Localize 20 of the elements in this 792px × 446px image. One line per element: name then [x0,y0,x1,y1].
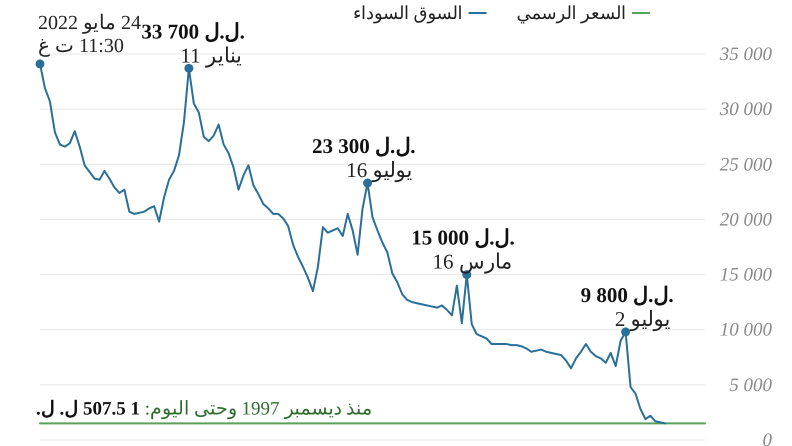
y-tick-label: 5 000 [729,374,772,396]
point [363,178,372,188]
point [36,59,44,68]
point [621,327,630,336]
annotation: منذ ديسمبر 1997 وحتى اليوم: 1 507.5 ل. ل. [36,398,372,420]
annotation: 24 مايو 2022 11:30 ت غ [38,12,141,57]
y-tick-label: 15 000 [720,264,772,286]
y-tick-label: 20 000 [720,209,772,230]
annotation: 15 000 ل.ل. 16 مارس [411,226,515,275]
point [184,64,194,73]
y-tick-label: 30 000 [718,99,772,120]
legend-label: السوق السوداء [353,3,462,24]
annotation: 33 700 ل.ل. 11 يناير [141,19,245,68]
y-tick-label: 35 000 [718,44,772,65]
y-tick-label: 25 000 [720,154,772,176]
annotation: 23 300 ل.ل. 16 يوليو [312,134,416,184]
legend-label: السعر الرسمي [516,3,626,24]
y-tick-label: 10 000 [720,320,772,341]
y-tick-label: 0 [762,430,772,446]
annotation: 9 800 ل.ل. 2 يوليو [580,282,674,332]
